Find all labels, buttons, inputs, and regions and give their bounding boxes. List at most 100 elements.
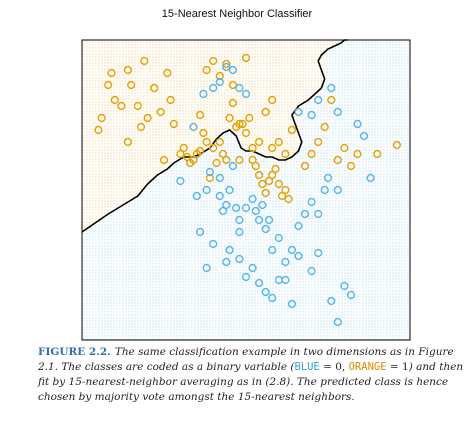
grid-dot bbox=[221, 167, 223, 169]
grid-dot bbox=[152, 80, 154, 82]
grid-dot bbox=[158, 92, 160, 94]
grid-dot bbox=[188, 122, 190, 124]
grid-dot bbox=[203, 119, 205, 121]
grid-dot bbox=[194, 170, 196, 172]
grid-dot bbox=[179, 317, 181, 319]
grid-dot bbox=[116, 140, 118, 142]
grid-dot bbox=[209, 77, 211, 79]
grid-dot bbox=[95, 215, 97, 217]
grid-dot bbox=[116, 128, 118, 130]
grid-dot bbox=[167, 164, 169, 166]
grid-dot bbox=[230, 92, 232, 94]
grid-dot bbox=[173, 41, 175, 43]
grid-dot bbox=[224, 47, 226, 49]
grid-dot bbox=[173, 293, 175, 295]
grid-dot bbox=[95, 164, 97, 166]
grid-dot bbox=[167, 110, 169, 112]
grid-dot bbox=[158, 125, 160, 127]
grid-dot bbox=[191, 89, 193, 91]
grid-dot bbox=[128, 269, 130, 271]
grid-dot bbox=[185, 92, 187, 94]
grid-dot bbox=[134, 149, 136, 151]
grid-dot bbox=[179, 239, 181, 241]
grid-dot bbox=[218, 143, 220, 145]
grid-dot bbox=[218, 284, 220, 286]
grid-dot bbox=[218, 170, 220, 172]
grid-dot bbox=[134, 128, 136, 130]
grid-dot bbox=[224, 191, 226, 193]
grid-dot bbox=[89, 173, 91, 175]
grid-dot bbox=[173, 77, 175, 79]
grid-dot bbox=[200, 263, 202, 265]
grid-dot bbox=[209, 218, 211, 220]
grid-dot bbox=[182, 329, 184, 331]
grid-dot bbox=[104, 74, 106, 76]
grid-dot bbox=[110, 227, 112, 229]
grid-dot bbox=[218, 71, 220, 73]
grid-dot bbox=[146, 311, 148, 313]
grid-dot bbox=[215, 152, 217, 154]
grid-dot bbox=[179, 179, 181, 181]
grid-dot bbox=[194, 167, 196, 169]
grid-dot bbox=[86, 98, 88, 100]
grid-dot bbox=[155, 302, 157, 304]
grid-dot bbox=[119, 116, 121, 118]
grid-dot bbox=[149, 197, 151, 199]
grid-dot bbox=[155, 104, 157, 106]
grid-dot bbox=[218, 134, 220, 136]
grid-dot bbox=[113, 62, 115, 64]
grid-dot bbox=[146, 227, 148, 229]
grid-dot bbox=[152, 251, 154, 253]
grid-dot bbox=[110, 218, 112, 220]
grid-dot bbox=[191, 260, 193, 262]
grid-dot bbox=[194, 62, 196, 64]
grid-dot bbox=[92, 284, 94, 286]
grid-dot bbox=[113, 335, 115, 337]
grid-dot bbox=[194, 53, 196, 55]
grid-dot bbox=[116, 155, 118, 157]
grid-dot bbox=[134, 50, 136, 52]
grid-dot bbox=[176, 245, 178, 247]
grid-dot bbox=[230, 173, 232, 175]
grid-dot bbox=[119, 284, 121, 286]
grid-dot bbox=[107, 197, 109, 199]
grid-dot bbox=[131, 242, 133, 244]
grid-dot bbox=[224, 221, 226, 223]
grid-dot bbox=[140, 185, 142, 187]
grid-dot bbox=[170, 239, 172, 241]
grid-dot bbox=[119, 269, 121, 271]
grid-dot bbox=[137, 50, 139, 52]
grid-dot bbox=[137, 191, 139, 193]
grid-dot bbox=[173, 143, 175, 145]
grid-dot bbox=[83, 95, 85, 97]
grid-dot bbox=[89, 272, 91, 274]
grid-dot bbox=[104, 323, 106, 325]
grid-dot bbox=[137, 314, 139, 316]
grid-dot bbox=[194, 308, 196, 310]
grid-dot bbox=[152, 320, 154, 322]
grid-dot bbox=[98, 104, 100, 106]
grid-dot bbox=[197, 317, 199, 319]
grid-dot bbox=[209, 230, 211, 232]
grid-dot bbox=[140, 74, 142, 76]
grid-dot bbox=[146, 125, 148, 127]
grid-dot bbox=[158, 71, 160, 73]
grid-dot bbox=[155, 323, 157, 325]
grid-dot bbox=[170, 278, 172, 280]
grid-dot bbox=[113, 260, 115, 262]
grid-dot bbox=[110, 164, 112, 166]
grid-dot bbox=[173, 308, 175, 310]
grid-dot bbox=[215, 77, 217, 79]
grid-dot bbox=[86, 314, 88, 316]
grid-dot bbox=[185, 245, 187, 247]
grid-dot bbox=[104, 182, 106, 184]
grid-dot bbox=[161, 104, 163, 106]
grid-dot bbox=[137, 281, 139, 283]
grid-dot bbox=[215, 338, 217, 340]
grid-dot bbox=[110, 290, 112, 292]
grid-dot bbox=[125, 233, 127, 235]
grid-dot bbox=[176, 272, 178, 274]
grid-dot bbox=[224, 338, 226, 340]
grid-dot bbox=[131, 107, 133, 109]
grid-dot bbox=[158, 191, 160, 193]
